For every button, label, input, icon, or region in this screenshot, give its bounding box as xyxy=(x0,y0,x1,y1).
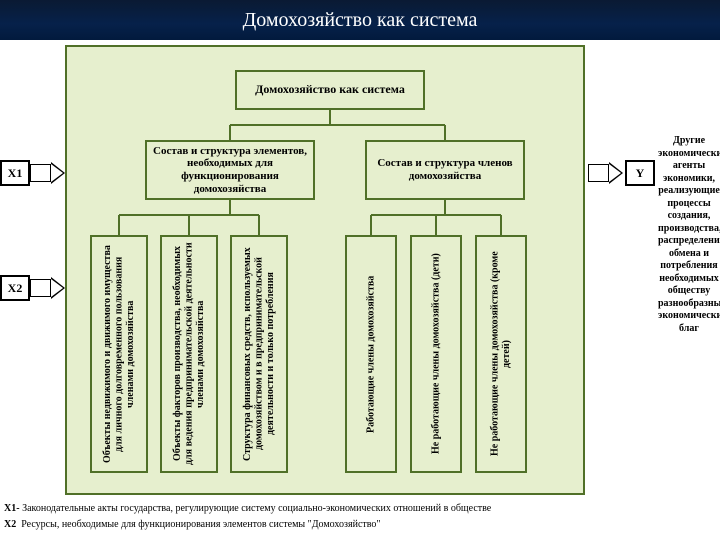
io-x1: X1 xyxy=(0,160,30,186)
page-title: Домохозяйство как система xyxy=(0,0,720,40)
leaf-1: Объекты факторов производства, необходим… xyxy=(160,235,218,473)
legend-x2-text: Ресурсы, необходимые для функционировани… xyxy=(21,519,380,530)
leaf-3: Работающие члены домохозяйства xyxy=(345,235,397,473)
io-y: Y xyxy=(625,160,655,186)
node-branch-left: Состав и структура элементов, необходимы… xyxy=(145,140,315,200)
arrow-x1 xyxy=(30,162,65,184)
legend-x1: X1- Законодательные акты государства, ре… xyxy=(4,502,716,515)
node-branch-right: Состав и структура членов домохозяйства xyxy=(365,140,525,200)
io-x2: X2 xyxy=(0,275,30,301)
legend-x2: X2 Ресурсы, необходимые для функциониров… xyxy=(4,518,716,531)
legend-x1-text: Законодательные акты государства, регули… xyxy=(22,503,491,514)
diagram-stage: Домохозяйство как система Состав и струк… xyxy=(0,40,720,540)
node-root: Домохозяйство как система xyxy=(235,70,425,110)
right-description: Другие экономические агенты экономики, р… xyxy=(658,135,720,335)
leaf-5: Не работающие члены домохозяйства (кроме… xyxy=(475,235,527,473)
arrow-x2 xyxy=(30,277,65,299)
leaf-2: Структура финансовых средств, используем… xyxy=(230,235,288,473)
leaf-0: Объекты недвижимого и движимого имуществ… xyxy=(90,235,148,473)
leaf-4: Не работающие члены домохозяйства (дети) xyxy=(410,235,462,473)
arrow-y xyxy=(588,162,623,184)
